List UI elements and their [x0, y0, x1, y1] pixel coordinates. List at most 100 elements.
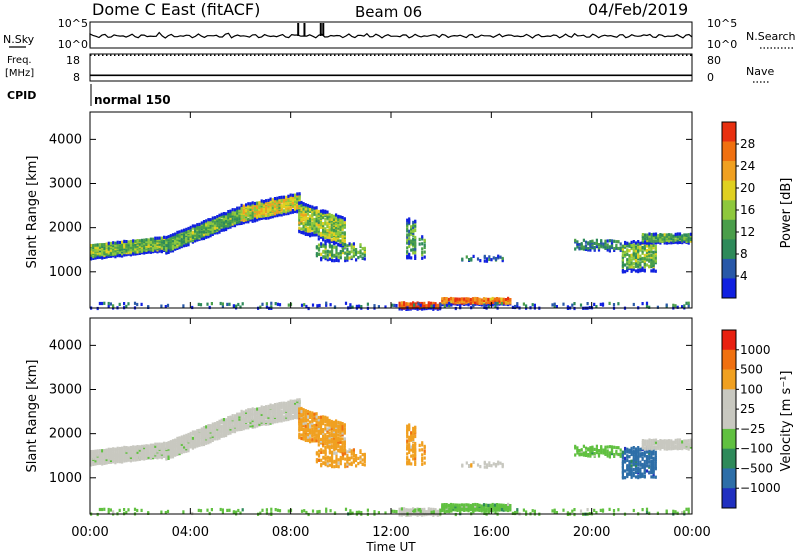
power-cell [294, 206, 297, 210]
power-cell [138, 249, 141, 253]
power-cell [325, 303, 328, 307]
power-cell [121, 250, 124, 254]
power-cell [685, 237, 688, 241]
velocity-cell [253, 419, 257, 423]
power-cell [96, 243, 99, 247]
velocity-cell [350, 452, 353, 456]
power-cell [114, 255, 117, 259]
power-cell [476, 298, 479, 302]
velocity-cell [678, 438, 682, 442]
velocity-cell [606, 449, 609, 453]
velocity-cell [322, 444, 325, 448]
velocity-cell [169, 449, 172, 453]
velocity-cell [615, 450, 618, 454]
velocity-cell [650, 475, 653, 479]
power-cell [676, 238, 679, 242]
velocity-cell [180, 442, 183, 446]
velocity-cell [158, 445, 161, 449]
velocity-cell [337, 461, 340, 465]
power-cell [615, 240, 618, 244]
velocity-cell [650, 447, 653, 451]
velocity-cell [648, 470, 651, 474]
power-cell [507, 296, 510, 300]
nave-tick-high: 80 [707, 54, 721, 67]
velocity-cell [258, 420, 261, 424]
power-cell [289, 195, 292, 199]
power-cell [591, 239, 594, 243]
power-cell [582, 238, 585, 242]
power-cell [643, 256, 646, 261]
velocity-cell [335, 429, 338, 433]
power-cell [604, 246, 607, 250]
velocity-cell [621, 450, 624, 454]
velocity-cell [352, 454, 355, 458]
power-cell [185, 239, 188, 243]
power-cell [136, 244, 139, 248]
power-cell [421, 256, 424, 260]
velocity-cell [306, 432, 310, 436]
power-cell [259, 305, 262, 309]
power-cell [227, 216, 230, 220]
velocity-cell [149, 454, 152, 458]
power-cell [209, 231, 212, 235]
power-cell [337, 236, 340, 240]
power-cell [107, 301, 110, 306]
power-cells [90, 192, 692, 311]
power-cell [158, 236, 161, 240]
velocity-cell [610, 449, 614, 453]
power-cell [180, 234, 183, 238]
velocity-cell [138, 445, 141, 449]
velocity-cell [343, 427, 346, 431]
power-cell [619, 242, 622, 246]
power-cell [335, 250, 338, 254]
velocity-cell [176, 442, 179, 446]
velocity-cell [326, 429, 329, 433]
power-cell [198, 234, 201, 238]
velocity-cell [359, 455, 362, 459]
velocity-cell [121, 456, 124, 460]
velocity-cell [624, 458, 627, 462]
velocity-cell [273, 418, 277, 422]
power-cell [171, 243, 175, 247]
velocity-cell [227, 426, 230, 430]
power-cell [229, 211, 232, 215]
power-cell [408, 240, 411, 244]
power-cell [634, 246, 638, 250]
power-cell [309, 232, 312, 236]
noise-panel-frame [89, 21, 693, 49]
power-cell [207, 225, 210, 229]
velocity-cell [337, 426, 340, 430]
power-cell [112, 245, 115, 250]
power-cell [285, 205, 288, 209]
velocity-cell [406, 424, 409, 428]
velocity-cell [643, 459, 646, 464]
power-cell [287, 210, 290, 215]
power-cell [641, 266, 644, 270]
power-cell [363, 257, 366, 261]
velocity-cell [101, 455, 104, 459]
power-cell [273, 204, 277, 208]
power-cell [132, 239, 135, 243]
power-cell [228, 302, 231, 306]
velocity-cell [311, 434, 314, 438]
power-cell [408, 244, 411, 248]
velocity-cell [276, 407, 279, 411]
power-cell [346, 256, 349, 260]
power-cell [319, 211, 323, 215]
power-cell [608, 249, 611, 253]
velocity-cell [591, 445, 594, 449]
power-cell [628, 264, 631, 268]
power-cell [118, 250, 121, 254]
power-cell [191, 224, 194, 228]
power-cell [672, 234, 675, 238]
velocity-cell [410, 438, 413, 442]
power-cell [406, 229, 409, 233]
velocity-cell [621, 474, 624, 478]
velocity-cell [634, 463, 638, 467]
velocity-cell [646, 447, 649, 451]
velocity-cell [145, 454, 148, 458]
power-cell [584, 240, 588, 244]
velocity-cell [406, 456, 409, 460]
velocity-cell [103, 456, 106, 460]
velocity-cell [584, 450, 588, 454]
